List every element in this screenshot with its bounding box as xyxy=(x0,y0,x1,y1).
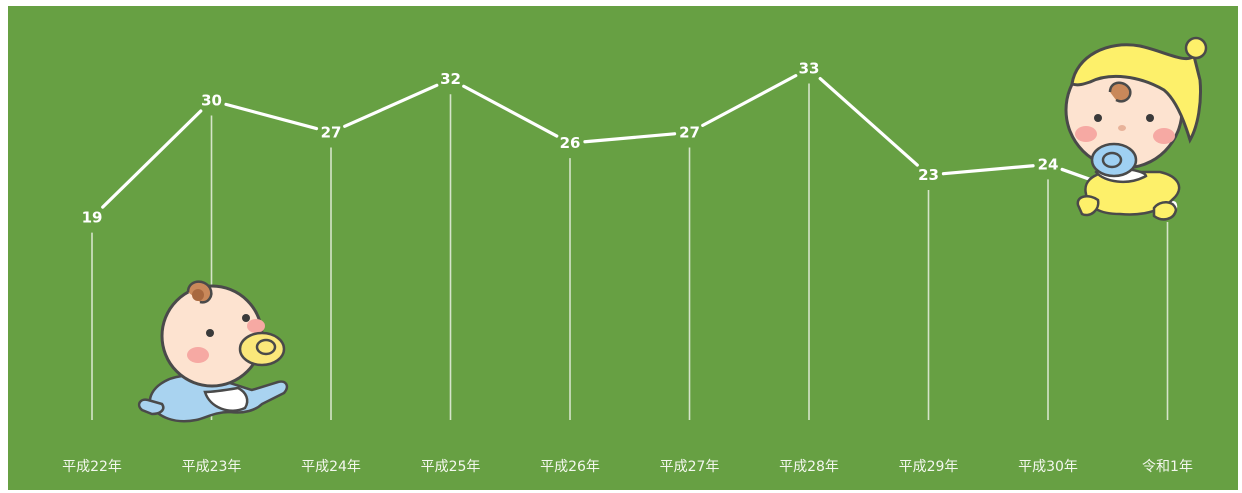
x-tick-label: 平成29年 xyxy=(899,459,959,475)
data-label: 23 xyxy=(918,166,939,184)
value-labels: 19302732262733232420 xyxy=(82,60,1178,227)
data-label: 30 xyxy=(201,92,222,110)
x-tick-label: 平成27年 xyxy=(660,459,720,475)
data-label: 33 xyxy=(799,60,820,78)
x-tick-label: 平成28年 xyxy=(779,459,839,475)
data-label: 27 xyxy=(679,123,700,141)
data-label: 32 xyxy=(440,70,461,88)
crawling-baby-illustration xyxy=(137,280,289,423)
line-segment xyxy=(583,132,677,144)
x-tick-label: 平成30年 xyxy=(1018,459,1078,475)
line-segment xyxy=(941,164,1035,176)
data-label: 27 xyxy=(321,123,342,141)
x-tick-label: 平成22年 xyxy=(62,459,122,475)
x-axis-labels: 平成22年 平成23年 平成24年 平成25年 平成26年 平成27年 平成28年 平成29年… xyxy=(62,459,1193,475)
x-tick-label: 平成23年 xyxy=(182,459,242,475)
x-tick-label: 平成24年 xyxy=(301,459,361,475)
x-tick-label: 平成25年 xyxy=(421,459,481,475)
line-segment xyxy=(224,102,319,131)
x-tick-label: 平成26年 xyxy=(540,459,600,475)
data-label: 19 xyxy=(82,209,103,227)
x-tick-label: 令和1年 xyxy=(1142,459,1193,475)
sitting-baby-illustration xyxy=(1064,36,1208,221)
line-segment xyxy=(462,84,559,138)
line-segment xyxy=(818,76,919,167)
line-segment xyxy=(101,109,203,209)
data-label: 26 xyxy=(560,134,581,152)
data-label: 24 xyxy=(1038,155,1059,173)
line-segment xyxy=(343,83,439,128)
drop-lines xyxy=(91,83,1169,420)
line-segment xyxy=(701,74,798,127)
